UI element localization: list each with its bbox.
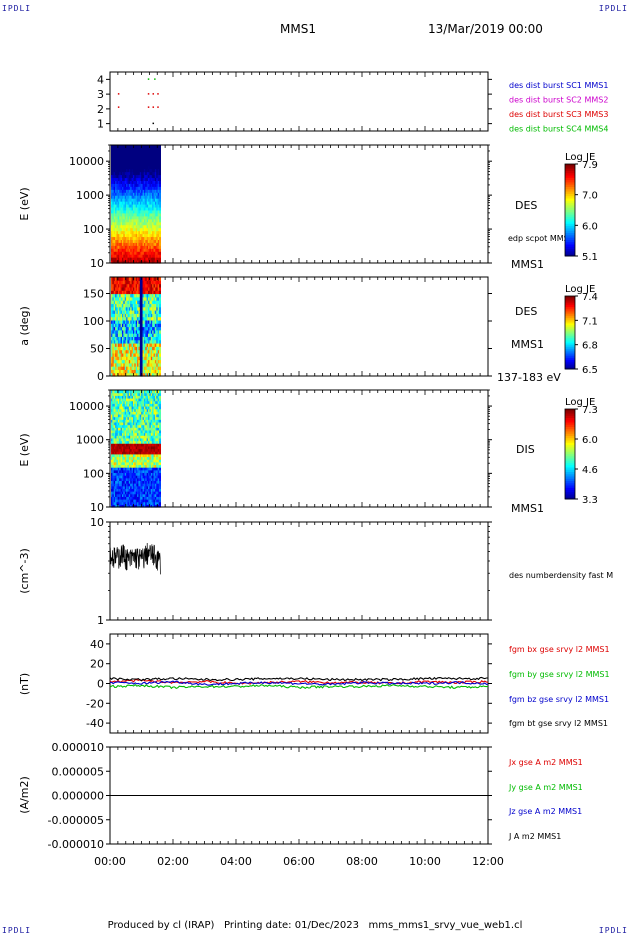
colorbar-tick-label: 5.1 <box>582 252 598 263</box>
colorbar-tick-label: 6.8 <box>582 341 598 352</box>
colorbar-tick-label: 4.6 <box>582 465 598 476</box>
y-tick-label: 10 <box>90 516 104 529</box>
y-tick-label: 0 <box>97 370 104 383</box>
panel-right-label: edp scpot MMS1 <box>508 234 574 243</box>
y-tick-label: 10 <box>90 501 104 514</box>
legend-entry: des dist burst SC3 MMS3 <box>509 110 608 119</box>
availability-point <box>118 93 120 95</box>
panel-right-label: DES <box>515 199 537 212</box>
colorbar-tick-label: 7.1 <box>582 316 598 327</box>
colorbar-tick-label: 6.0 <box>582 435 598 446</box>
panel-frame <box>110 522 488 620</box>
legend-entry: des dist burst SC2 MMS2 <box>509 96 608 105</box>
panel-frame <box>110 277 488 376</box>
legend-entry: des numberdensity fast M <box>509 571 613 580</box>
panel-right-label: DIS <box>516 443 535 456</box>
panel-right-label: 137-183 eV <box>497 371 561 384</box>
y-tick-label: 10000 <box>69 400 104 413</box>
legend-entry: des dist burst SC4 MMS4 <box>509 125 608 134</box>
legend-entry: des dist burst SC1 MMS1 <box>509 81 608 90</box>
availability-point <box>154 78 156 80</box>
availability-point <box>148 93 150 95</box>
availability-point <box>148 78 150 80</box>
panel-right-label: MMS1 <box>511 258 544 271</box>
panel-frame <box>110 390 488 507</box>
y-tick-label: 100 <box>83 315 104 328</box>
colorbar-tick-label: 7.4 <box>582 292 598 303</box>
y-tick-label: 10000 <box>69 155 104 168</box>
availability-point <box>157 106 159 108</box>
y-tick-label: 1 <box>97 614 104 627</box>
colorbar-tick-label: 3.3 <box>582 495 598 506</box>
y-axis-label: a (deg) <box>18 306 31 346</box>
spectrogram-cell <box>159 277 161 281</box>
panel-frame <box>110 145 488 263</box>
availability-point <box>153 123 155 125</box>
y-tick-label: 3 <box>97 88 104 101</box>
spectrogram-cell <box>159 145 161 149</box>
y-tick-label: 10 <box>90 257 104 270</box>
colorbar-tick-label: 7.3 <box>582 405 598 416</box>
availability-point <box>118 106 120 108</box>
y-tick-label: 150 <box>83 288 104 301</box>
colorbar-tick-label: 6.0 <box>582 221 598 232</box>
availability-point <box>153 93 155 95</box>
y-axis-label: E (eV) <box>18 433 31 466</box>
y-tick-label: 4 <box>97 73 104 86</box>
colorbar-tick-label: 7.0 <box>582 191 598 202</box>
y-axis-label: E (eV) <box>18 187 31 220</box>
panel-frame <box>110 72 488 131</box>
spectrogram-cells <box>111 277 161 377</box>
y-tick-label: 50 <box>90 343 104 356</box>
colorbar-tick-label: 7.9 <box>582 160 598 171</box>
y-tick-label: 1000 <box>76 189 104 202</box>
spectrogram-cells <box>111 390 161 508</box>
y-tick-label: 100 <box>83 467 104 480</box>
panel-right-label: MMS1 <box>511 502 544 515</box>
panel-right-label: DES <box>515 305 537 318</box>
y-tick-label: 2 <box>97 103 104 116</box>
y-tick-label: 100 <box>83 223 104 236</box>
availability-point <box>148 106 150 108</box>
density-series-line <box>110 543 160 574</box>
y-axis-label: (cm^-3) <box>18 548 31 594</box>
panel-right-label: MMS1 <box>511 338 544 351</box>
spectrogram-cells <box>111 145 161 264</box>
availability-point <box>153 106 155 108</box>
availability-point <box>157 93 159 95</box>
colorbar-tick-label: 6.5 <box>582 365 598 376</box>
y-tick-label: 1000 <box>76 434 104 447</box>
y-tick-label: 1 <box>97 118 104 131</box>
